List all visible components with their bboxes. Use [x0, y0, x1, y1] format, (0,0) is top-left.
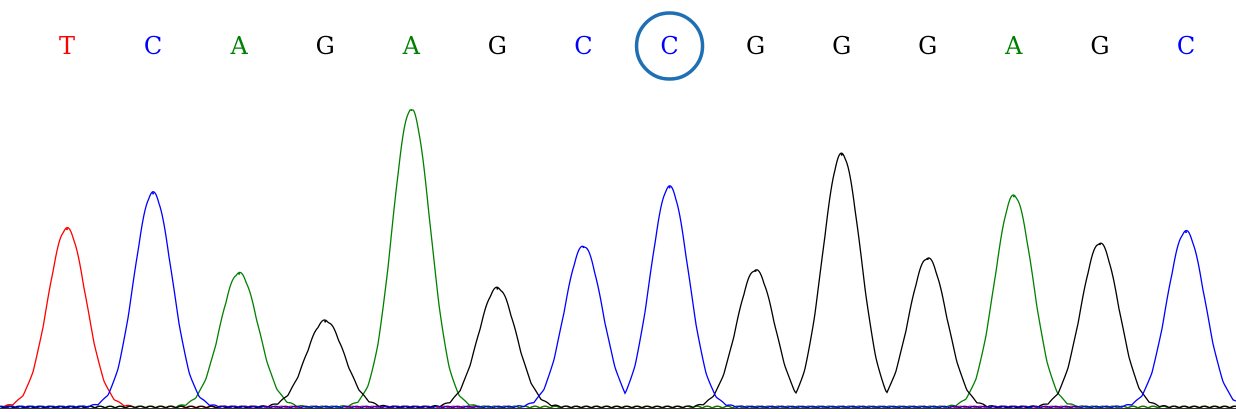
base-call-letter: A [1004, 32, 1023, 60]
peak-apex [668, 186, 671, 189]
trace-area [0, 109, 1236, 409]
peak-apex [152, 192, 155, 195]
base-call-letter: T [59, 32, 75, 60]
base-call-letter: G [316, 32, 335, 60]
trace-t [0, 226, 1236, 409]
highlight-circle [634, 11, 705, 81]
peak-apex [582, 246, 585, 249]
peak-apex [1012, 195, 1015, 198]
base-call-letter: A [229, 32, 248, 60]
base-call-letter: G [918, 32, 937, 60]
highlighted-base [634, 11, 705, 81]
peak-apex [238, 272, 241, 275]
trace-g [0, 152, 1236, 409]
trace-c [0, 185, 1236, 409]
base-call-letter: G [832, 32, 851, 60]
base-call-letter: C [574, 32, 592, 60]
peak-apex [754, 269, 757, 272]
base-call-letter: G [488, 32, 507, 60]
base-call-letter: C [1177, 32, 1195, 60]
peak-apex [324, 320, 327, 323]
peak-apex [410, 109, 413, 111]
base-call-letter: G [1090, 32, 1109, 60]
base-call-letter: C [144, 32, 162, 60]
base-call-letter: C [660, 32, 678, 60]
peak-apex [1098, 243, 1101, 246]
peak-apex [66, 228, 68, 231]
peak-apex [926, 258, 929, 260]
base-call-letter: G [746, 32, 765, 60]
peak-apex [1185, 231, 1187, 234]
peak-apex [840, 153, 843, 156]
base-call-letter: A [402, 32, 421, 60]
trace-a [0, 109, 1236, 409]
peak-apex [496, 287, 499, 290]
